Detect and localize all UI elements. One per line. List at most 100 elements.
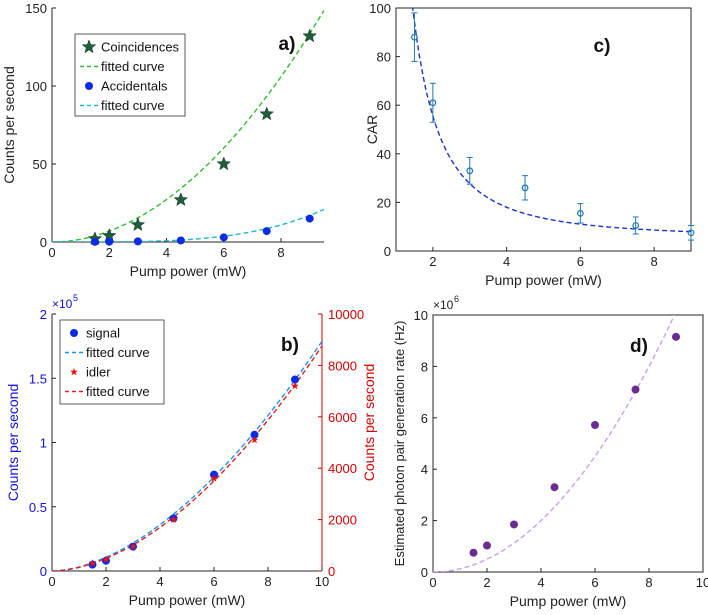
error-bar — [522, 175, 529, 201]
data-point — [591, 420, 599, 429]
x-tick-label: 2 — [102, 574, 109, 589]
panel-label: a) — [279, 34, 296, 55]
y-tick-label: 4 — [421, 462, 428, 477]
fit-curve-1 — [412, 8, 691, 233]
legend-marker — [81, 39, 97, 54]
y-tick-label-right: 10000 — [328, 307, 364, 322]
x-axis-label: Pump power (mW) — [129, 592, 246, 608]
data-point — [510, 520, 518, 529]
data-point — [129, 542, 137, 550]
y-tick-label: 100 — [369, 1, 391, 16]
y-tick-label: 1 — [40, 436, 47, 451]
error-bar — [577, 203, 584, 224]
x-tick-label: 6 — [577, 254, 584, 269]
plot-frame — [432, 314, 704, 573]
y-multiplier: ×10 5 — [52, 293, 78, 311]
y-tick-label: 6 — [421, 411, 428, 426]
x-tick-label: 8 — [645, 575, 652, 590]
legend-marker — [85, 82, 93, 90]
y-tick-label: 2 — [421, 514, 428, 529]
y-tick-label: 0 — [40, 564, 47, 579]
legend-label: fitted curve — [86, 384, 150, 399]
x-tick-label: 4 — [503, 254, 510, 269]
fit-curve-1 — [52, 10, 324, 242]
x-tick-label: 2 — [429, 254, 436, 269]
x-tick-label: 2 — [106, 245, 113, 260]
x-tick-label: 4 — [537, 575, 544, 590]
y-tick-label: 100 — [25, 79, 47, 94]
error-bar — [429, 82, 436, 123]
legend-label: fitted curve — [101, 59, 165, 74]
panel-label: b) — [281, 335, 299, 356]
error-bar — [411, 12, 418, 62]
data-point — [411, 33, 418, 41]
legend-label: idler — [86, 365, 111, 380]
y-tick-label: 8 — [421, 359, 428, 374]
y-multiplier-base: ×10 — [52, 297, 73, 311]
x-tick-label: 0 — [48, 574, 55, 589]
y-multiplier-exponent: 6 — [454, 294, 459, 304]
data-point — [169, 515, 178, 523]
y-tick-label: 50 — [33, 157, 47, 172]
y-tick-label: 0 — [40, 235, 47, 250]
data-point — [102, 555, 110, 563]
error-bar — [688, 224, 694, 241]
y-tick-label-right: 6000 — [328, 410, 357, 425]
legend-label: fitted curve — [101, 98, 165, 113]
error-bar — [466, 156, 473, 185]
data-point — [687, 229, 695, 237]
y-tick-label: 40 — [377, 147, 391, 162]
fit-curve-1 — [433, 315, 676, 572]
fit-curve-3 — [52, 208, 324, 242]
data-point — [259, 106, 275, 121]
x-tick-label: 2 — [483, 575, 490, 590]
data-point — [302, 28, 317, 43]
x-tick-label: 4 — [156, 574, 163, 589]
data-point — [210, 474, 218, 482]
data-point — [550, 483, 559, 492]
legend-box — [74, 33, 186, 117]
data-point — [105, 237, 114, 246]
legend-label: Coincidences — [101, 40, 180, 55]
data-point — [176, 236, 185, 245]
data-point — [576, 209, 584, 217]
data-point — [291, 375, 299, 384]
panel-a: 0 2 4 6 8 0 50 100 150 Pump power (mW) Counts per … — [1, 1, 324, 279]
data-point — [429, 99, 437, 107]
x-tick-label: 0 — [429, 575, 436, 590]
panel-b: 0 2 4 6 8 1000.511.520200040006000800010000×1… — [5, 293, 377, 608]
fit-curve-1 — [52, 340, 322, 571]
data-point — [291, 382, 299, 390]
data-point — [483, 541, 491, 550]
y-multiplier-base: ×10 — [433, 298, 454, 312]
y-tick-label: 20 — [377, 195, 391, 210]
x-axis-label: Pump power (mW) — [130, 263, 247, 279]
y-tick-label: 1.5 — [29, 371, 47, 386]
panel-label: d) — [630, 336, 648, 357]
data-point — [219, 233, 228, 242]
y-axis-label: Estimated photon pair generation rate (H… — [392, 321, 407, 567]
data-point — [631, 385, 640, 394]
data-point — [469, 548, 478, 557]
y-axis-label: CAR — [364, 115, 380, 145]
y-axis-label-right: Counts per second — [361, 364, 377, 482]
y-tick-label: 0 — [384, 244, 391, 259]
x-tick-label: 6 — [210, 574, 217, 589]
y-multiplier: ×10 6 — [433, 294, 459, 312]
legend-label: signal — [86, 326, 120, 341]
legend: signal fitted curve idler fitted curve — [59, 319, 165, 405]
error-bar — [632, 216, 639, 235]
x-tick-label: 8 — [277, 245, 284, 260]
legend-marker — [70, 368, 78, 376]
y-axis-label: Counts per second — [1, 66, 17, 184]
data-point — [130, 217, 146, 232]
panel-label: c) — [594, 36, 611, 57]
y-tick-label-right: 2000 — [328, 513, 357, 528]
y-tick-label: 150 — [25, 1, 47, 16]
x-tick-label: 10 — [696, 575, 708, 590]
data-point — [672, 332, 680, 341]
x-tick-label: 8 — [651, 254, 658, 269]
